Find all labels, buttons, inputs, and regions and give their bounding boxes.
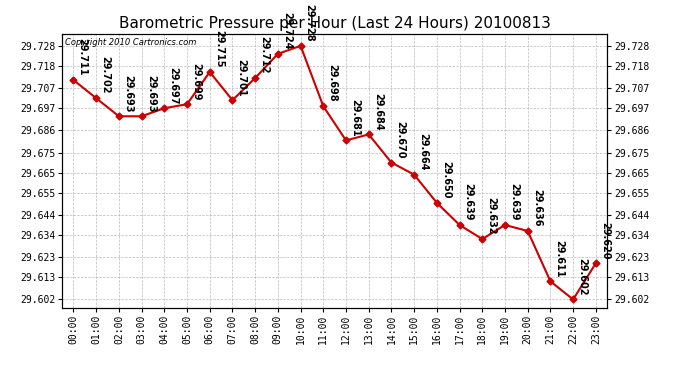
Text: 29.632: 29.632 <box>486 197 496 235</box>
Text: 29.636: 29.636 <box>532 189 542 227</box>
Text: 29.611: 29.611 <box>555 240 564 277</box>
Title: Barometric Pressure per Hour (Last 24 Hours) 20100813: Barometric Pressure per Hour (Last 24 Ho… <box>119 16 551 31</box>
Text: 29.698: 29.698 <box>328 64 337 102</box>
Text: 29.639: 29.639 <box>509 183 519 221</box>
Text: 29.620: 29.620 <box>600 222 610 259</box>
Text: 29.670: 29.670 <box>395 121 406 158</box>
Text: 29.715: 29.715 <box>214 30 224 68</box>
Text: 29.697: 29.697 <box>168 66 179 104</box>
Text: 29.693: 29.693 <box>123 75 133 112</box>
Text: 29.728: 29.728 <box>305 4 315 42</box>
Text: 29.664: 29.664 <box>418 133 428 171</box>
Text: 29.639: 29.639 <box>464 183 474 221</box>
Text: 29.702: 29.702 <box>100 57 110 94</box>
Text: 29.711: 29.711 <box>77 38 88 76</box>
Text: 29.701: 29.701 <box>237 58 246 96</box>
Text: 29.681: 29.681 <box>350 99 360 136</box>
Text: 29.693: 29.693 <box>146 75 156 112</box>
Text: 29.724: 29.724 <box>282 12 292 50</box>
Text: 29.712: 29.712 <box>259 36 269 74</box>
Text: 29.699: 29.699 <box>191 63 201 100</box>
Text: Copyright 2010 Cartronics.com: Copyright 2010 Cartronics.com <box>65 38 196 47</box>
Text: 29.684: 29.684 <box>373 93 383 130</box>
Text: 29.650: 29.650 <box>441 161 451 199</box>
Text: 29.602: 29.602 <box>578 258 587 295</box>
